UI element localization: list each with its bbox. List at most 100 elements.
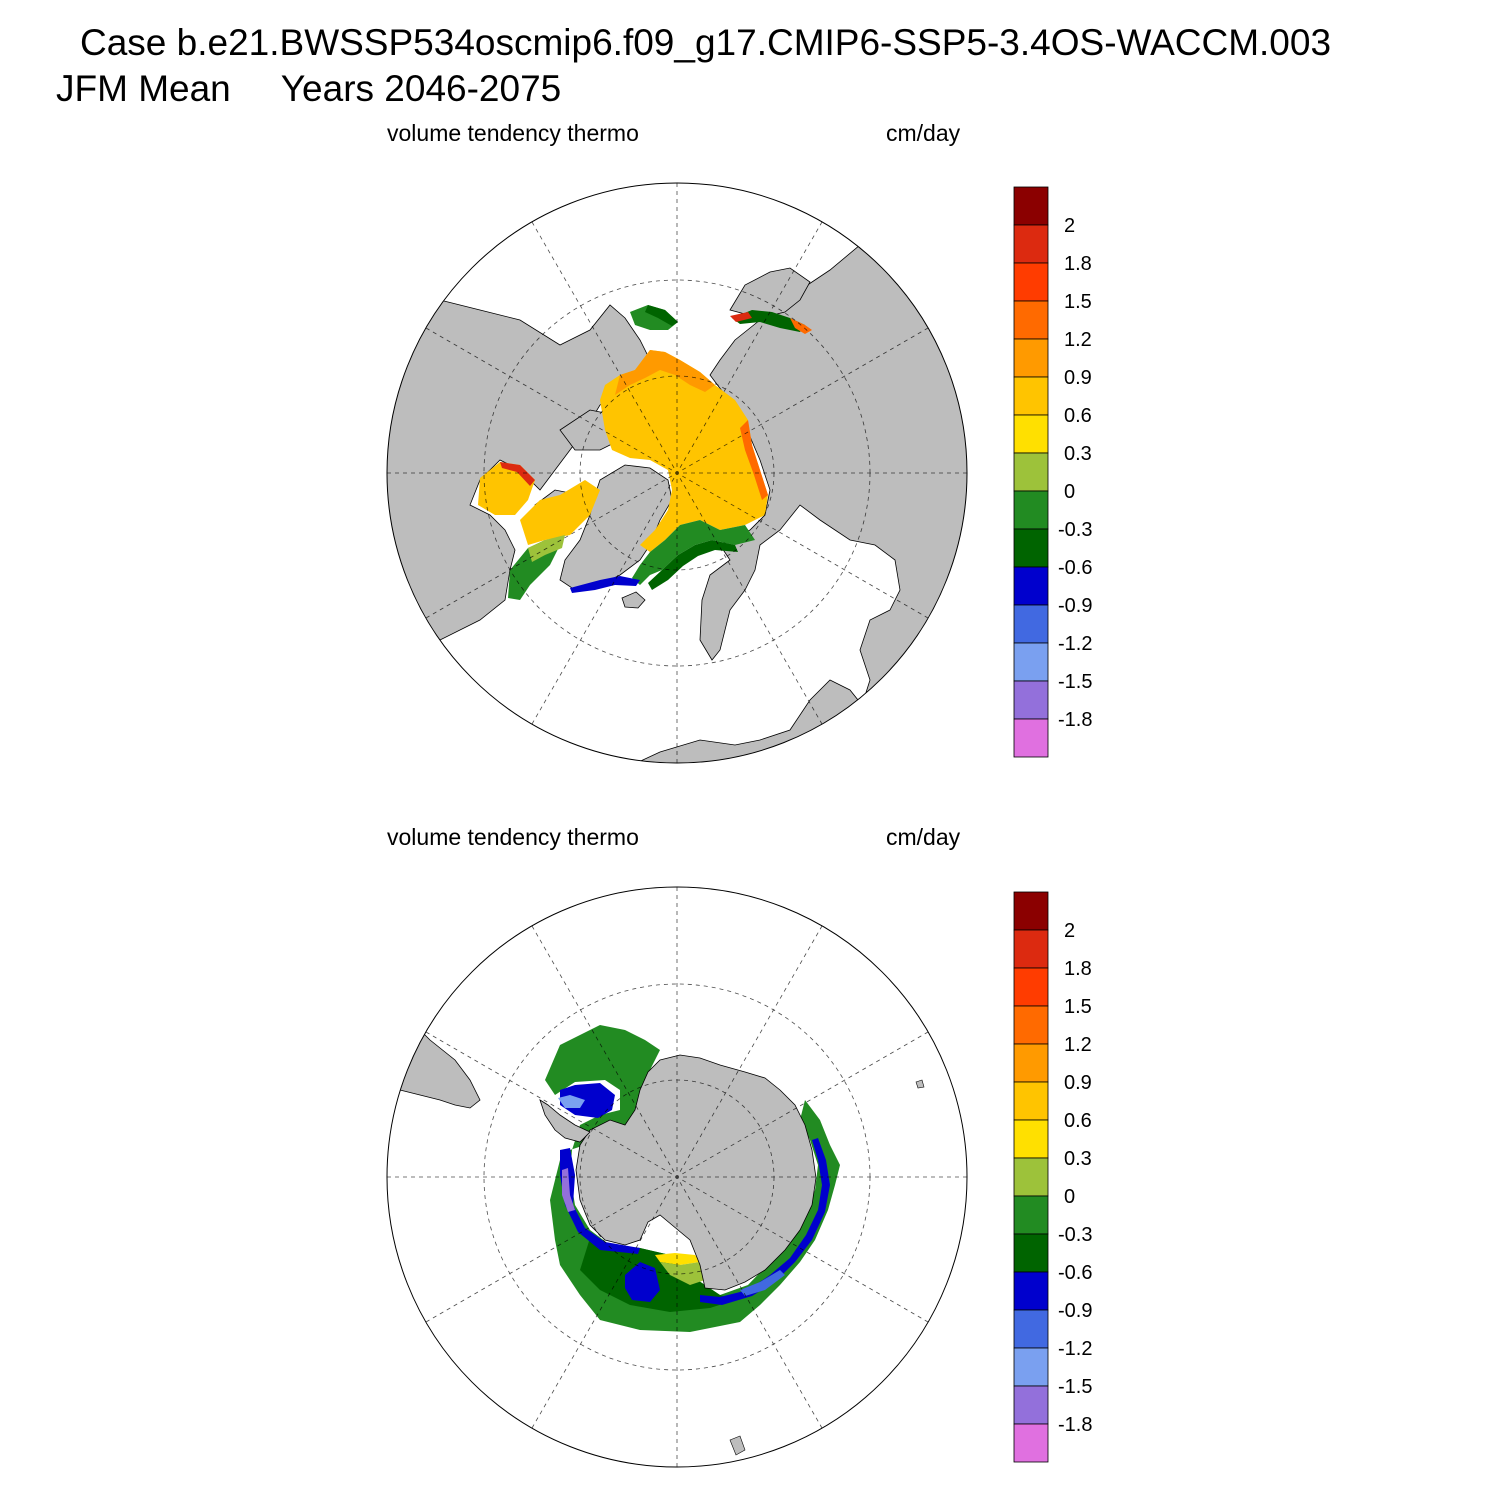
arctic-ice-darkgreen-edge [648, 540, 738, 590]
south-colorbar-label: 1.2 [1064, 1034, 1092, 1056]
north-colorbar-label: 1.5 [1064, 291, 1092, 313]
north-colorbar-swatch [1013, 224, 1049, 264]
north-colorbar-label: -0.9 [1058, 595, 1092, 617]
south-units-label: cm/day [886, 824, 961, 850]
labrador-ice-green [508, 540, 560, 600]
coastal-lightblue-strip [740, 1270, 785, 1296]
south-colorbar-label: -0.3 [1058, 1224, 1092, 1246]
south-colorbar-swatch [1013, 1157, 1049, 1197]
period-title: JFM Mean Years 2046-2075 [56, 70, 561, 107]
case-title: Case b.e21.BWSSP534oscmip6.f09_g17.CMIP6… [80, 22, 1332, 63]
north-polar-map [386, 182, 968, 764]
arctic-ice-orange-rim [615, 350, 715, 395]
antarctic-peninsula-land [539, 1099, 591, 1143]
south-colorbar-swatch [1013, 1043, 1049, 1083]
north-colorbar-label: -1.5 [1058, 671, 1092, 693]
greenland-land [559, 464, 673, 591]
east-greenland-ice-blue [570, 576, 640, 593]
arctic-ice-barents-edge [740, 420, 768, 500]
south-colorbar-label: -0.6 [1058, 1262, 1092, 1284]
north-colorbar-swatch [1013, 186, 1049, 226]
kerguelen-island [915, 1079, 925, 1089]
south-colorbar-swatch [1013, 1195, 1049, 1235]
north-colorbar-swatch [1013, 718, 1049, 758]
north-colorbar-swatch [1013, 490, 1049, 530]
new-zealand-tip [729, 1435, 746, 1456]
north-colorbar-label: 0 [1064, 481, 1075, 503]
south-colorbar-swatch [1013, 1081, 1049, 1121]
north-colorbar-swatch [1013, 452, 1049, 492]
bering-sea-ice-dark [645, 305, 678, 326]
weddell-sea-blue [560, 1083, 615, 1118]
north-colorbar-swatch [1013, 604, 1049, 644]
season-label: JFM Mean [56, 68, 231, 109]
south-colorbar-label: 2 [1064, 920, 1075, 942]
north-colorbar-swatch [1013, 300, 1049, 340]
north-colorbar-label: 0.9 [1064, 367, 1092, 389]
north-colorbar-label: 1.8 [1064, 253, 1092, 275]
south-colorbar-label: 0.6 [1064, 1110, 1092, 1132]
south-colorbar-label: 0.3 [1064, 1148, 1092, 1170]
ross-sea-blue [625, 1262, 660, 1302]
north-units-label: cm/day [886, 120, 961, 146]
south-colorbar-label: 1.8 [1064, 958, 1092, 980]
south-colorbar-swatch [1013, 1271, 1049, 1311]
south-polar-map [386, 886, 968, 1468]
south-colorbar-swatch [1013, 1005, 1049, 1045]
south-colorbar-swatch [1013, 1233, 1049, 1273]
north-variable-label: volume tendency thermo [387, 120, 639, 146]
south-colorbar-swatch [1013, 1309, 1049, 1349]
coastal-blue-strip-1 [560, 1148, 640, 1254]
okhotsk-sea-ice-red [730, 312, 752, 322]
north-colorbar-swatch [1013, 376, 1049, 416]
coastal-blue-strip-2 [700, 1138, 830, 1305]
north-colorbar: 2 1.8 1.5 1.2 0.9 0.6 0.3 0 -0.3 -0.6 -0.9 -1.2 -1.5… [1013, 186, 1092, 758]
north-colorbar-label: 0.3 [1064, 443, 1092, 465]
south-colorbar-label: 1.5 [1064, 996, 1092, 1018]
antarctic-ice-darkgreen [580, 1238, 735, 1312]
coastal-purple-strip [562, 1168, 575, 1212]
north-america-land [387, 299, 651, 651]
hudson-bay-ice-edge [500, 462, 535, 486]
north-colorbar-label: 2 [1064, 215, 1075, 237]
north-colorbar-label: -1.8 [1058, 709, 1092, 731]
south-colorbar-swatch [1013, 1423, 1049, 1463]
north-colorbar-label: -0.3 [1058, 519, 1092, 541]
ross-sea-yellow [655, 1253, 700, 1265]
south-graticule [387, 887, 967, 1467]
south-colorbar-swatch [1013, 1119, 1049, 1159]
arctic-ice-green-edge [632, 520, 755, 585]
north-map-content [387, 183, 967, 763]
south-colorbar-label: -0.9 [1058, 1300, 1092, 1322]
north-colorbar-swatch [1013, 642, 1049, 682]
baffin-bay-ice [520, 480, 600, 545]
south-colorbar-label: -1.8 [1058, 1414, 1092, 1436]
north-colorbar-swatch [1013, 338, 1049, 378]
south-colorbar-swatch [1013, 1385, 1049, 1425]
north-colorbar-swatch [1013, 566, 1049, 606]
south-map-border [386, 886, 968, 1468]
iceland-land [621, 591, 646, 609]
north-colorbar-swatch [1013, 528, 1049, 568]
south-colorbar-swatch [1013, 967, 1049, 1007]
south-colorbar: 2 1.8 1.5 1.2 0.9 0.6 0.3 0 -0.3 -0.6 -0.9 -1.2 -1.5… [1013, 891, 1092, 1463]
north-map-border [386, 182, 968, 764]
north-colorbar-label: -0.6 [1058, 557, 1092, 579]
south-colorbar-label: 0 [1064, 1186, 1075, 1208]
south-colorbar-label: 0.9 [1064, 1072, 1092, 1094]
south-colorbar-swatch [1013, 929, 1049, 969]
north-colorbar-label: 1.2 [1064, 329, 1092, 351]
north-colorbar-swatch [1013, 680, 1049, 720]
north-colorbar-label: 0.6 [1064, 405, 1092, 427]
south-colorbar-label: -1.5 [1058, 1376, 1092, 1398]
years-label: Years 2046-2075 [280, 68, 562, 109]
north-colorbar-swatch [1013, 414, 1049, 454]
north-graticule [387, 183, 967, 763]
south-colorbar-swatch [1013, 891, 1049, 931]
weddell-sea-lightblue [558, 1095, 585, 1108]
south-colorbar-label: -1.2 [1058, 1338, 1092, 1360]
north-colorbar-swatch [1013, 262, 1049, 302]
north-colorbar-label: -1.2 [1058, 633, 1092, 655]
south-colorbar-swatch [1013, 1347, 1049, 1387]
south-map-content [387, 887, 967, 1467]
